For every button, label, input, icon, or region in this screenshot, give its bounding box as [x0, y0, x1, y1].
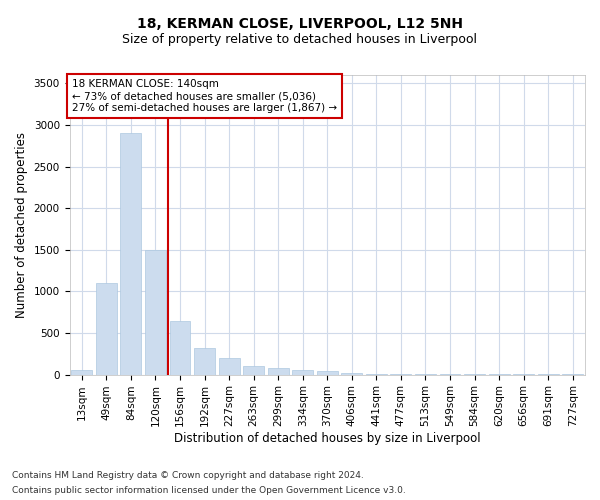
Bar	[71, 370, 92, 374]
Text: Contains public sector information licensed under the Open Government Licence v3: Contains public sector information licen…	[12, 486, 406, 495]
Bar	[96, 283, 117, 374]
Y-axis label: Number of detached properties: Number of detached properties	[15, 132, 28, 318]
Bar	[268, 368, 289, 374]
Bar	[317, 372, 338, 374]
Bar	[170, 320, 190, 374]
Bar	[145, 250, 166, 374]
Text: Contains HM Land Registry data © Crown copyright and database right 2024.: Contains HM Land Registry data © Crown c…	[12, 471, 364, 480]
Text: 18, KERMAN CLOSE, LIVERPOOL, L12 5NH: 18, KERMAN CLOSE, LIVERPOOL, L12 5NH	[137, 18, 463, 32]
X-axis label: Distribution of detached houses by size in Liverpool: Distribution of detached houses by size …	[174, 432, 481, 445]
Bar	[341, 372, 362, 374]
Bar	[243, 366, 264, 374]
Bar	[292, 370, 313, 374]
Bar	[121, 134, 142, 374]
Bar	[218, 358, 239, 374]
Text: Size of property relative to detached houses in Liverpool: Size of property relative to detached ho…	[122, 32, 478, 46]
Bar	[194, 348, 215, 374]
Text: 18 KERMAN CLOSE: 140sqm
← 73% of detached houses are smaller (5,036)
27% of semi: 18 KERMAN CLOSE: 140sqm ← 73% of detache…	[72, 80, 337, 112]
